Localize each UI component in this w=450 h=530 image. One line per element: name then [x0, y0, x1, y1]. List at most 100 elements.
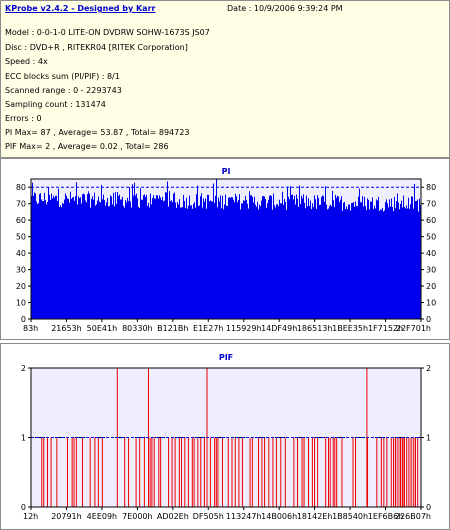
pi-bar	[79, 198, 80, 319]
pi-bar	[415, 201, 416, 319]
pi-bar	[181, 207, 182, 319]
pi-bar	[308, 198, 309, 319]
pi-bar	[163, 201, 164, 319]
pi-bar	[191, 205, 192, 319]
y-tick-label: 10	[16, 299, 26, 308]
pi-bar	[99, 201, 100, 319]
pi-bar	[361, 202, 362, 319]
pi-bar	[112, 204, 113, 319]
pi-bar	[39, 194, 40, 319]
pi-bar	[283, 204, 284, 319]
pi-bar	[240, 209, 241, 319]
pif-bar	[301, 437, 303, 507]
pi-bar	[134, 182, 135, 319]
pi-bar	[82, 194, 83, 319]
pi-bar	[207, 194, 208, 319]
pif-bar	[227, 437, 229, 507]
pi-bar	[354, 206, 355, 319]
pi-bar	[132, 184, 133, 319]
pi-bar	[175, 202, 176, 319]
pi-bar	[325, 186, 326, 319]
pif-bar	[139, 437, 141, 507]
pi-bar	[348, 204, 349, 319]
pi-bar	[177, 202, 178, 319]
pi-bar	[400, 203, 401, 319]
pi-bar	[172, 202, 173, 319]
pi-bar	[357, 206, 358, 319]
pi-bar	[117, 192, 118, 319]
pi-bar	[375, 208, 376, 319]
x-tick-label: 1BEE35h	[332, 324, 368, 333]
pi-bar	[206, 208, 207, 319]
pi-bar	[305, 208, 306, 319]
pif-bar	[297, 437, 299, 507]
pi-bar	[135, 195, 136, 319]
scan-info-panel: KProbe v2.4.2 - Designed by Karr Date : …	[0, 0, 450, 158]
pi-bar	[215, 195, 216, 319]
pif-bar	[404, 437, 405, 507]
info-errors: Errors : 0	[5, 114, 42, 123]
pi-bar	[251, 195, 252, 319]
pi-bar	[223, 209, 224, 319]
pi-bar	[156, 195, 157, 319]
pif-bar	[284, 437, 286, 507]
pi-bar	[145, 196, 146, 319]
pi-bar	[369, 209, 370, 319]
pi-chart-panel: PI 0 0 10 10 20 20 30 30 40 40 50 50 60 60 70 70 80 80 83h 2…	[0, 158, 450, 340]
y-tick-label: 60	[426, 216, 436, 225]
pi-bar	[37, 203, 38, 319]
pi-bar	[94, 192, 95, 319]
x-tick-label: AD02Eh	[157, 512, 189, 521]
pi-bar	[78, 196, 79, 319]
pif-bar	[128, 437, 130, 507]
x-tick-label: 7E000h	[122, 512, 152, 521]
pi-bar	[256, 206, 257, 319]
pi-bar	[309, 206, 310, 319]
pi-bar	[411, 196, 412, 319]
pi-bar	[360, 201, 361, 319]
pi-bar	[137, 198, 138, 319]
pi-bar	[158, 198, 159, 319]
pif-bar	[56, 437, 58, 507]
pi-bar	[147, 205, 148, 319]
pi-bar	[318, 197, 319, 319]
pi-bar	[301, 195, 302, 319]
pi-bar	[113, 192, 114, 319]
pi-bar	[372, 197, 373, 319]
pif-bar	[135, 437, 137, 507]
pi-bar	[407, 208, 408, 319]
x-tick-label: 14B006h	[261, 512, 297, 521]
pif-bar	[293, 437, 295, 507]
x-tick-label: 20791h	[51, 512, 82, 521]
pi-bar	[326, 204, 327, 319]
pi-bar	[277, 204, 278, 319]
pi-bar	[347, 209, 348, 319]
pi-bar	[346, 206, 347, 319]
pi-bar	[362, 196, 363, 319]
pi-bar	[412, 196, 413, 319]
y-tick-label: 30	[426, 266, 436, 275]
pi-bar	[167, 181, 168, 319]
pi-bar	[229, 197, 230, 319]
pi-bar	[253, 202, 254, 319]
pi-bar	[416, 201, 417, 319]
pi-bar	[88, 191, 89, 319]
pi-bar	[321, 196, 322, 319]
pi-bar	[110, 195, 111, 319]
pi-bar	[371, 201, 372, 319]
pif-bar	[181, 437, 183, 507]
pi-bar	[382, 207, 383, 319]
pi-bar	[138, 206, 139, 319]
pif-bar	[241, 437, 243, 507]
pi-bar	[219, 201, 220, 319]
pi-bar	[198, 206, 199, 319]
pi-bar	[76, 182, 77, 319]
pi-bar	[417, 199, 418, 319]
pif-bar	[81, 437, 83, 507]
pif-bar	[238, 437, 240, 507]
pi-bar	[66, 195, 67, 319]
pi-bar	[270, 195, 271, 319]
pif-bar	[264, 437, 266, 507]
pi-bar	[131, 207, 132, 319]
pi-bar	[315, 199, 316, 319]
